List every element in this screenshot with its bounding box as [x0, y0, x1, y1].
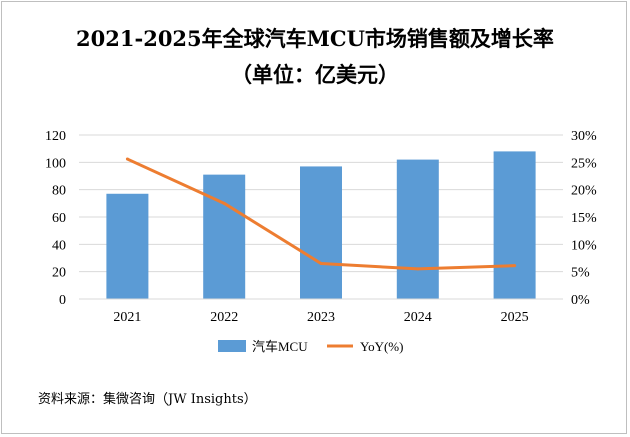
- legend-label-line: YoY(%): [360, 339, 403, 354]
- y-left-tick-label: 100: [45, 156, 66, 171]
- chart-subtitle: （单位：亿美元）: [231, 62, 399, 87]
- y-left-tick-label: 120: [45, 129, 66, 144]
- x-tick-label: 2023: [307, 310, 335, 325]
- x-tick-label: 2021: [113, 310, 141, 325]
- y-right-tick-label: 20%: [571, 184, 597, 199]
- line-point: [416, 267, 420, 271]
- line-point: [513, 264, 517, 268]
- y-left-tick-label: 20: [52, 266, 66, 281]
- line-point: [125, 157, 129, 161]
- chart-title: 2021-2025年全球汽车MCU市场销售额及增长率: [76, 26, 554, 51]
- bar: [396, 159, 439, 299]
- line-point: [222, 201, 226, 205]
- y-right-tick-label: 15%: [571, 211, 597, 226]
- y-left-tick-label: 60: [52, 211, 66, 226]
- bar: [300, 166, 342, 299]
- y-right-tick-label: 30%: [571, 129, 597, 144]
- x-tick-label: 2022: [210, 310, 238, 325]
- x-tick-label: 2025: [501, 310, 529, 325]
- y-left-tick-label: 80: [52, 184, 66, 199]
- legend-label-bar: 汽车MCU: [252, 339, 308, 354]
- y-right-tick-label: 0%: [571, 293, 590, 308]
- y-right-tick-label: 5%: [571, 266, 590, 281]
- y-left-tick-label: 0: [59, 293, 66, 308]
- bar: [106, 193, 149, 299]
- y-right-tick-label: 10%: [571, 238, 597, 253]
- x-tick-label: 2024: [404, 310, 432, 325]
- source-note: 资料来源：集微咨询（JW Insights）: [38, 392, 257, 407]
- line-point: [319, 261, 323, 265]
- y-right-tick-label: 25%: [571, 156, 597, 171]
- legend-swatch-bar: [218, 340, 246, 352]
- y-left-tick-label: 40: [52, 238, 66, 253]
- bar: [203, 174, 246, 299]
- bar: [493, 151, 536, 299]
